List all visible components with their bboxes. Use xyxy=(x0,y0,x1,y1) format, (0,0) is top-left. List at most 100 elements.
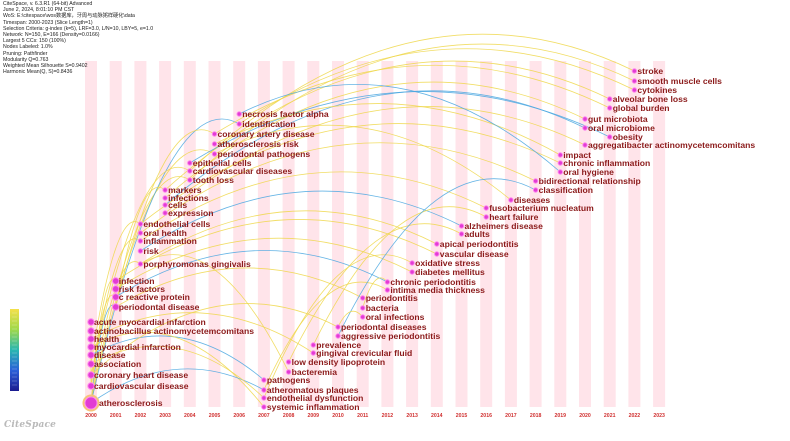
keyword-label[interactable]: myocardial infarction xyxy=(94,342,181,352)
keyword-node[interactable] xyxy=(137,221,144,227)
keyword-node[interactable] xyxy=(87,327,95,335)
keyword-node[interactable] xyxy=(236,111,242,117)
keyword-label[interactable]: health xyxy=(94,334,119,344)
keyword-node[interactable] xyxy=(261,387,267,393)
keyword-label[interactable]: impact xyxy=(563,150,591,160)
keyword-label[interactable]: porphyromonas gingivalis xyxy=(143,259,251,269)
keyword-label[interactable]: oral hygiene xyxy=(563,167,614,177)
keyword-node[interactable] xyxy=(557,152,563,158)
keyword-label[interactable]: obesity xyxy=(613,132,643,142)
keyword-node[interactable] xyxy=(236,121,242,127)
keyword-label[interactable]: endothelial dysfunction xyxy=(267,393,363,403)
keyword-label[interactable]: prevalence xyxy=(316,340,361,350)
keyword-node[interactable] xyxy=(162,187,168,193)
keyword-node[interactable] xyxy=(532,187,539,193)
keyword-label[interactable]: periodontal diseases xyxy=(341,322,427,332)
keyword-label[interactable]: cardiovascular disease xyxy=(94,381,189,391)
keyword-node[interactable] xyxy=(384,287,391,293)
keyword-node[interactable] xyxy=(112,277,120,285)
keyword-node[interactable] xyxy=(187,168,193,174)
keyword-label[interactable]: endothelial cells xyxy=(143,219,210,229)
keyword-node[interactable] xyxy=(310,342,316,348)
keyword-label[interactable]: association xyxy=(94,359,141,369)
keyword-node[interactable] xyxy=(360,305,366,311)
keyword-label[interactable]: infections xyxy=(168,193,209,203)
keyword-label[interactable]: periodontal pathogens xyxy=(218,149,311,159)
keyword-label[interactable]: smooth muscle cells xyxy=(637,76,722,86)
keyword-node[interactable] xyxy=(162,195,168,201)
keyword-label[interactable]: heart failure xyxy=(489,212,538,222)
keyword-label[interactable]: c reactive protein xyxy=(119,292,190,302)
keyword-label[interactable]: aggressive periodontitis xyxy=(341,331,441,341)
keyword-node[interactable] xyxy=(582,125,588,131)
keyword-node[interactable] xyxy=(162,202,168,208)
keyword-label[interactable]: coronary heart disease xyxy=(94,370,188,380)
keyword-node[interactable] xyxy=(211,131,218,137)
keyword-node[interactable] xyxy=(557,169,563,175)
keyword-label[interactable]: cardiovascular diseases xyxy=(193,166,293,176)
keyword-label[interactable]: apical periodontitis xyxy=(440,239,519,249)
keyword-node[interactable] xyxy=(261,395,267,401)
keyword-node[interactable] xyxy=(137,261,144,267)
keyword-node[interactable] xyxy=(631,68,638,74)
keyword-label[interactable]: diseases xyxy=(514,195,551,205)
keyword-node[interactable] xyxy=(557,160,563,166)
keyword-label[interactable]: inflammation xyxy=(143,236,196,246)
keyword-node[interactable] xyxy=(137,238,144,244)
keyword-label[interactable]: expression xyxy=(168,208,213,218)
keyword-label[interactable]: alveolar bone loss xyxy=(613,94,688,104)
keyword-node[interactable] xyxy=(137,230,144,236)
keyword-node[interactable] xyxy=(607,105,613,111)
keyword-label[interactable]: classification xyxy=(539,185,593,195)
keyword-label[interactable]: atheromatous plaques xyxy=(267,385,359,395)
keyword-node[interactable] xyxy=(335,324,341,330)
keyword-label[interactable]: infection xyxy=(119,276,155,286)
keyword-label[interactable]: periodontitis xyxy=(366,293,418,303)
keyword-node[interactable] xyxy=(87,371,95,379)
keyword-label[interactable]: coronary artery disease xyxy=(218,129,315,139)
keyword-node[interactable] xyxy=(310,350,316,356)
keyword-label[interactable]: atherosclerosis xyxy=(99,398,163,408)
keyword-node[interactable] xyxy=(137,248,144,254)
keyword-node[interactable] xyxy=(631,78,638,84)
keyword-label[interactable]: intima media thickness xyxy=(390,285,485,295)
keyword-label[interactable]: low density lipoprotein xyxy=(292,357,386,367)
keyword-label[interactable]: oral microbiome xyxy=(588,123,655,133)
keyword-label[interactable]: global burden xyxy=(613,103,670,113)
keyword-node[interactable] xyxy=(84,396,98,410)
keyword-node[interactable] xyxy=(409,269,415,275)
keyword-node[interactable] xyxy=(162,210,168,216)
keyword-node[interactable] xyxy=(87,351,95,359)
keyword-label[interactable]: acute myocardial infarction xyxy=(94,317,206,327)
keyword-label[interactable]: disease xyxy=(94,350,126,360)
keyword-node[interactable] xyxy=(508,197,514,203)
keyword-label[interactable]: bacteremia xyxy=(292,367,338,377)
keyword-node[interactable] xyxy=(360,295,366,301)
keyword-node[interactable] xyxy=(112,303,120,311)
keyword-node[interactable] xyxy=(384,279,391,285)
keyword-label[interactable]: adults xyxy=(465,229,491,239)
keyword-label[interactable]: alzheimers disease xyxy=(465,221,544,231)
keyword-label[interactable]: markers xyxy=(168,185,202,195)
keyword-node[interactable] xyxy=(434,251,440,257)
keyword-node[interactable] xyxy=(112,293,120,301)
keyword-node[interactable] xyxy=(87,318,95,326)
keyword-node[interactable] xyxy=(87,382,95,390)
keyword-node[interactable] xyxy=(607,134,613,140)
keyword-label[interactable]: epithelial cells xyxy=(193,158,252,168)
keyword-label[interactable]: cells xyxy=(168,200,187,210)
keyword-node[interactable] xyxy=(483,214,489,220)
keyword-label[interactable]: bacteria xyxy=(366,303,399,313)
keyword-label[interactable]: pathogens xyxy=(267,375,311,385)
keyword-node[interactable] xyxy=(335,333,341,339)
keyword-node[interactable] xyxy=(360,314,366,320)
keyword-label[interactable]: identification xyxy=(242,119,295,129)
keyword-label[interactable]: risk xyxy=(143,246,159,256)
keyword-node[interactable] xyxy=(582,142,588,148)
keyword-node[interactable] xyxy=(458,223,465,229)
keyword-node[interactable] xyxy=(582,116,588,122)
keyword-label[interactable]: risk factors xyxy=(119,284,166,294)
keyword-label[interactable]: gingival crevicular fluid xyxy=(316,348,412,358)
keyword-node[interactable] xyxy=(483,205,489,211)
keyword-node[interactable] xyxy=(607,96,613,102)
